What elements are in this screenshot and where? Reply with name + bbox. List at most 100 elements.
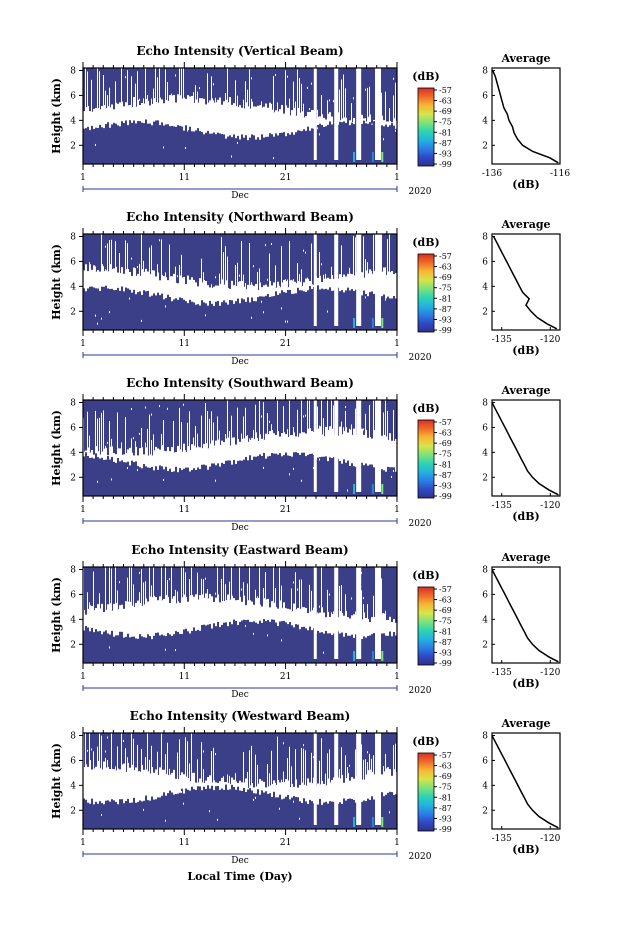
y-tick-label: 6 bbox=[70, 423, 76, 433]
colorbar-tick-label: -93 bbox=[439, 481, 452, 490]
heatmap-gaps bbox=[83, 567, 397, 661]
colorbar-tick-label: -93 bbox=[439, 648, 452, 657]
average-profile-line bbox=[491, 735, 559, 829]
x-tick-label: 11 bbox=[179, 173, 190, 183]
colorbar-tick-label: -75 bbox=[439, 118, 452, 127]
colorbar-unit: (dB) bbox=[412, 402, 439, 415]
colorbar-tick-label: -99 bbox=[439, 326, 452, 335]
y-tick-label: 2 bbox=[70, 307, 76, 317]
y-axis-label: Height (km) bbox=[50, 410, 63, 486]
colorbar-tick-label: -57 bbox=[439, 252, 452, 261]
average-y-tick-label: 6 bbox=[482, 423, 488, 433]
colorbar-tick-label: -81 bbox=[439, 128, 452, 137]
y-tick-label: 4 bbox=[70, 116, 76, 126]
x-tick-label: 1 bbox=[80, 838, 86, 848]
colorbar-tick-label: -63 bbox=[439, 429, 452, 438]
average-y-tick-label: 6 bbox=[482, 590, 488, 600]
average-y-tick-label: 2 bbox=[482, 141, 488, 151]
panel-5: Echo Intensity (Westward Beam) 2 4 6 8 Height… bbox=[50, 709, 561, 866]
colorbar-tick-label: -87 bbox=[439, 638, 452, 647]
average-panel: Average 2 4 6 8 -135 -120(dB) bbox=[482, 218, 560, 357]
panel-title: Echo Intensity (Vertical Beam) bbox=[136, 44, 343, 58]
heatmap-gaps bbox=[83, 733, 397, 827]
average-frame bbox=[491, 399, 561, 497]
panel-title: Echo Intensity (Westward Beam) bbox=[130, 709, 351, 723]
average-panel: Average 2 4 6 8 -135 -120(dB) bbox=[482, 717, 560, 856]
average-y-tick-label: 6 bbox=[482, 756, 488, 766]
average-x-tick-label: -116 bbox=[550, 169, 570, 179]
month-label: Dec bbox=[231, 357, 249, 367]
x-tick-label: 1 bbox=[80, 672, 86, 682]
average-x-tick-label: -120 bbox=[540, 668, 560, 678]
average-panel: Average 2 4 6 8 -135 -120(dB) bbox=[482, 384, 560, 523]
colorbar bbox=[417, 87, 435, 167]
average-panel: Average 2 4 6 8 -136 -116 (dB) bbox=[482, 52, 570, 191]
average-y-tick-label: 2 bbox=[482, 640, 488, 650]
year-label: 2020 bbox=[409, 519, 432, 529]
plot-frame bbox=[82, 399, 398, 497]
average-x-tick-label: -135 bbox=[492, 668, 512, 678]
y-tick-label: 6 bbox=[70, 756, 76, 766]
average-frame bbox=[491, 233, 561, 331]
colorbar-tick-label: -75 bbox=[439, 783, 452, 792]
colorbar-tick-label: -93 bbox=[439, 315, 452, 324]
average-y-tick-label: 6 bbox=[482, 257, 488, 267]
colorbar-tick-label: -81 bbox=[439, 460, 452, 469]
plot-frame bbox=[82, 233, 398, 331]
colorbar bbox=[417, 253, 435, 333]
x-tick-label: 1 bbox=[394, 505, 400, 515]
average-frame bbox=[491, 732, 561, 830]
average-y-tick-label: 8 bbox=[482, 232, 488, 242]
average-panel: Average 2 4 6 8 -135 -120(dB) bbox=[482, 551, 560, 690]
x-tick-label: 21 bbox=[280, 505, 291, 515]
panel-title: Echo Intensity (Eastward Beam) bbox=[131, 543, 348, 557]
colorbar-tick-label: -87 bbox=[439, 305, 452, 314]
average-title: Average bbox=[500, 551, 550, 564]
average-y-tick-label: 2 bbox=[482, 307, 488, 317]
colorbar-tick-label: -57 bbox=[439, 418, 452, 427]
average-y-tick-label: 4 bbox=[482, 116, 488, 126]
average-y-tick-label: 8 bbox=[482, 398, 488, 408]
colorbar-tick-label: -69 bbox=[439, 439, 452, 448]
colorbar-tick-label: -81 bbox=[439, 793, 452, 802]
y-axis-label: Height (km) bbox=[50, 244, 63, 320]
plot-frame bbox=[82, 732, 398, 830]
x-tick-label: 1 bbox=[394, 838, 400, 848]
colorbar-tick-label: -69 bbox=[439, 273, 452, 282]
year-label: 2020 bbox=[409, 686, 432, 696]
average-x-tick-label: -135 bbox=[492, 335, 512, 345]
year-label: 2020 bbox=[409, 187, 432, 197]
average-x-label: (dB) bbox=[512, 843, 539, 856]
average-x-label: (dB) bbox=[512, 510, 539, 523]
average-y-tick-label: 4 bbox=[482, 282, 488, 292]
y-axis-label: Height (km) bbox=[50, 577, 63, 653]
plot-frame bbox=[82, 67, 398, 165]
colorbar-tick-label: -69 bbox=[439, 107, 452, 116]
month-label: Dec bbox=[231, 191, 249, 201]
average-frame bbox=[491, 67, 561, 165]
colorbar-unit: (dB) bbox=[412, 236, 439, 249]
colorbar-tick-label: -99 bbox=[439, 492, 452, 501]
x-tick-label: 11 bbox=[179, 505, 190, 515]
colorbar-tick-label: -69 bbox=[439, 606, 452, 615]
y-tick-label: 2 bbox=[70, 473, 76, 483]
average-y-tick-label: 6 bbox=[482, 91, 488, 101]
colorbar-tick-label: -75 bbox=[439, 284, 452, 293]
x-tick-label: 21 bbox=[280, 173, 291, 183]
y-tick-label: 2 bbox=[70, 806, 76, 816]
average-title: Average bbox=[500, 52, 550, 65]
colorbar bbox=[417, 419, 435, 499]
average-x-tick-label: -135 bbox=[492, 834, 512, 844]
x-tick-label: 21 bbox=[280, 672, 291, 682]
y-tick-label: 4 bbox=[70, 282, 76, 292]
colorbar-tick-label: -93 bbox=[439, 149, 452, 158]
y-tick-label: 2 bbox=[70, 141, 76, 151]
average-x-label: (dB) bbox=[512, 178, 539, 191]
average-y-tick-label: 4 bbox=[482, 448, 488, 458]
panel-2: Echo Intensity (Northward Beam) 2 4 6 8 Heigh… bbox=[50, 210, 561, 367]
average-y-tick-label: 8 bbox=[482, 66, 488, 76]
month-label: Dec bbox=[231, 856, 249, 866]
colorbar bbox=[417, 586, 435, 666]
colorbar-tick-label: -69 bbox=[439, 772, 452, 781]
x-tick-label: 1 bbox=[394, 672, 400, 682]
